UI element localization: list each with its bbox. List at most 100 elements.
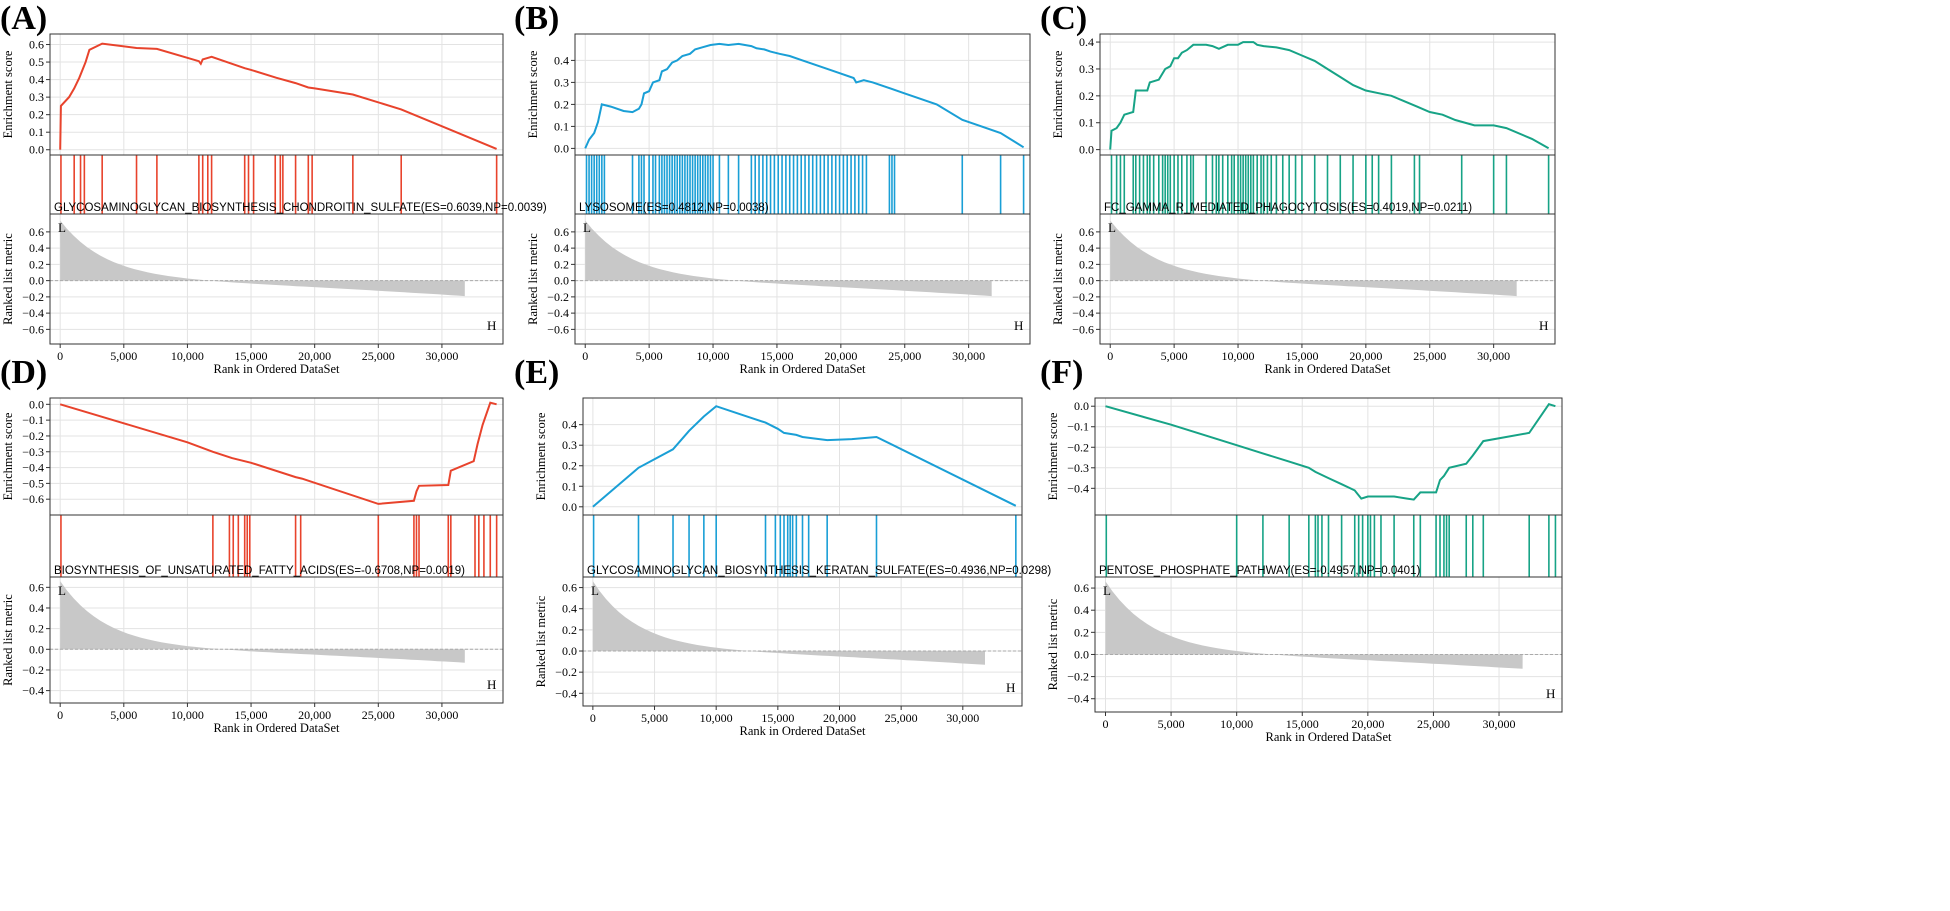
- es-tick-label: 0.0: [29, 397, 44, 411]
- rank-axis-title: Ranked list metric: [1, 594, 15, 686]
- rank-tick-label: 0.2: [1074, 625, 1089, 639]
- x-axis-title: Rank in Ordered DataSet: [1265, 730, 1392, 744]
- ranked-list-plot: 0.6 0.4 0.2 0.0 −0.2 −0.4 −0.6 L H Ranked list me…: [526, 213, 1031, 376]
- x-tick-label: 15,000: [235, 349, 268, 363]
- panel-a: (A) 0.0 0.1 0.2 0.3 0.4 0.5 0.6 Enrichment score…: [0, 0, 547, 376]
- rank-tick-label: −0.4: [22, 306, 44, 320]
- es-tick-label: 0.4: [562, 418, 577, 432]
- x-tick-label: 20,000: [823, 711, 856, 725]
- es-curve-line: [1109, 41, 1550, 150]
- x-tick-label: 15,000: [1285, 349, 1318, 363]
- es-curve-line: [592, 405, 1017, 508]
- x-axis-title: Rank in Ordered DataSet: [739, 362, 866, 376]
- rank-tick-label: 0.4: [554, 241, 569, 255]
- x-tick-label: 0: [1107, 349, 1113, 363]
- es-curve-line: [1105, 403, 1556, 501]
- rank-tick-label: 0.4: [29, 241, 44, 255]
- x-tick-label: 30,000: [425, 349, 458, 363]
- x-tick-label: 5,000: [110, 708, 137, 722]
- rank-tick-label: −0.4: [1072, 306, 1094, 320]
- es-tick-label: −0.4: [1067, 481, 1089, 495]
- rank-tick-label: 0.6: [29, 580, 44, 594]
- rank-tick-label: −0.6: [22, 322, 44, 336]
- es-tick-label: 0.1: [554, 119, 569, 133]
- rank-tick-label: −0.4: [547, 306, 569, 320]
- es-tick-label: −0.1: [22, 413, 44, 427]
- es-tick-label: −0.1: [1067, 420, 1089, 434]
- hit-ticks: PENTOSE_PHOSPHATE_PATHWAY(ES=-0.4957,NP=…: [1094, 514, 1563, 578]
- rank-area: [585, 220, 992, 297]
- rank-area: [60, 220, 465, 297]
- es-frame: [49, 397, 504, 516]
- x-tick-label: 20,000: [1351, 717, 1384, 731]
- rank-tick-label: −0.6: [547, 322, 569, 336]
- es-tick-label: −0.3: [1067, 461, 1089, 475]
- es-tick-label: 0.2: [1079, 89, 1094, 103]
- rank-tick-label: 0.0: [1079, 274, 1094, 288]
- x-tick-label: 10,000: [171, 708, 204, 722]
- es-tick-label: 0.0: [1079, 143, 1094, 157]
- rank-tick-label: 0.4: [562, 602, 577, 616]
- rank-frame: [1094, 576, 1563, 713]
- high-label: H: [487, 318, 496, 333]
- es-tick-label: 0.2: [562, 459, 577, 473]
- es-tick-label: −0.4: [22, 461, 44, 475]
- rank-tick-label: −0.2: [22, 663, 44, 677]
- rank-tick-label: 0.2: [29, 622, 44, 636]
- es-tick-label: −0.5: [22, 476, 44, 490]
- x-axis-title: Rank in Ordered DataSet: [213, 721, 340, 735]
- es-tick-label: 0.3: [562, 438, 577, 452]
- rank-tick-label: 0.0: [29, 274, 44, 288]
- high-label: H: [1546, 686, 1555, 701]
- rank-tick-label: 0.6: [1074, 581, 1089, 595]
- rank-tick-label: 0.0: [29, 642, 44, 656]
- rank-tick-label: −0.4: [1067, 692, 1089, 706]
- x-tick-label: 30,000: [1477, 349, 1510, 363]
- x-tick-label: 20,000: [824, 349, 857, 363]
- hit-ticks: GLYCOSAMINOGLYCAN_BIOSYNTHESIS_CHONDROIT…: [49, 154, 547, 215]
- panel-b: (B) 0.0 0.1 0.2 0.3 0.4 Enrichment score LYSOSO…: [514, 0, 1031, 376]
- rank-axis-title: Ranked list metric: [526, 233, 540, 325]
- x-tick-label: 30,000: [952, 349, 985, 363]
- panel-letter: (D): [0, 354, 47, 391]
- rank-tick-label: 0.2: [29, 257, 44, 271]
- es-tick-label: 0.3: [1079, 62, 1094, 76]
- es-tick-label: 0.1: [1079, 116, 1094, 130]
- x-tick-label: 25,000: [1417, 717, 1450, 731]
- x-tick-label: 15,000: [1286, 717, 1319, 731]
- gene-set-label: GLYCOSAMINOGLYCAN_BIOSYNTHESIS_KERATAN_S…: [587, 565, 1051, 577]
- rank-tick-label: 0.2: [554, 257, 569, 271]
- rank-frame: [582, 576, 1023, 707]
- es-axis-title: Enrichment score: [1051, 50, 1065, 138]
- es-frame: [1094, 397, 1563, 516]
- es-axis-title: Enrichment score: [1, 50, 15, 138]
- x-tick-label: 0: [57, 708, 63, 722]
- x-tick-label: 10,000: [700, 711, 733, 725]
- x-tick-label: 30,000: [425, 708, 458, 722]
- x-tick-label: 20,000: [298, 708, 331, 722]
- high-label: H: [1006, 680, 1015, 695]
- rank-area: [592, 581, 986, 665]
- es-tick-label: 0.2: [29, 108, 44, 122]
- hit-ticks: LYSOSOME(ES=0.4812,NP=0.0038): [574, 154, 1031, 215]
- es-tick-label: 0.3: [29, 90, 44, 104]
- rank-tick-label: −0.4: [22, 684, 44, 698]
- rank-axis-title: Ranked list metric: [1046, 598, 1060, 690]
- x-tick-label: 0: [1102, 717, 1108, 731]
- es-tick-label: −0.3: [22, 445, 44, 459]
- rank-tick-label: −0.2: [555, 665, 577, 679]
- es-axis-title: Enrichment score: [1, 412, 15, 500]
- es-tick-label: 0.1: [29, 125, 44, 139]
- enrichment-score-plot: 0.0 0.1 0.2 0.3 0.4 Enrichment score: [526, 33, 1031, 156]
- x-tick-label: 0: [582, 349, 588, 363]
- es-frame: [49, 33, 504, 156]
- low-label: L: [591, 583, 599, 598]
- low-label: L: [58, 220, 66, 235]
- es-tick-label: 0.0: [554, 141, 569, 155]
- es-tick-label: 0.0: [29, 143, 44, 157]
- x-axis-title: Rank in Ordered DataSet: [1264, 362, 1391, 376]
- gene-set-label: FC_GAMMA_R_MEDIATED_PHAGOCYTOSIS(ES=0.40…: [1104, 202, 1472, 214]
- panel-f: (F) 0.0 −0.1 −0.2 −0.3 −0.4 Enrichment score PE…: [1040, 354, 1563, 744]
- hit-ticks: BIOSYNTHESIS_OF_UNSATURATED_FATTY_ACIDS(…: [49, 514, 504, 578]
- rank-tick-label: 0.6: [29, 225, 44, 239]
